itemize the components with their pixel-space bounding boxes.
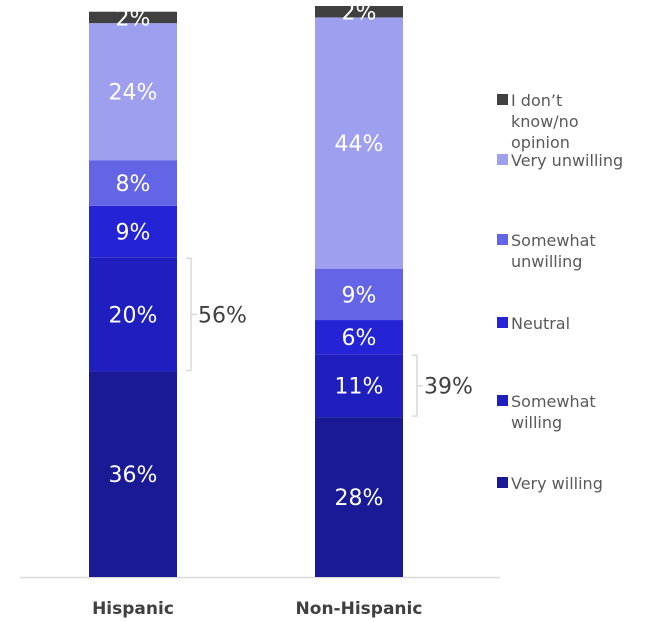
legend-item: Somewhat unwilling [497,230,657,272]
legend-label: Somewhat willing [511,392,596,432]
data-label: 11% [335,375,384,400]
bar-segment-non-hispanic-somewhat-willing [315,354,403,418]
data-label: 24% [109,81,158,106]
bar-segment-non-hispanic-somewhat-unwilling [315,268,403,321]
legend-label: I don’t know/no opinion [511,91,579,152]
legend-item: Neutral [497,313,657,334]
legend-item: Very willing [497,473,657,494]
data-label: 28% [335,486,384,511]
data-label: 8% [116,172,151,197]
bracket-total-label: 39% [424,375,473,400]
bar-segment-non-hispanic-i-don-t-know-no-opinion [315,6,403,18]
data-label: 20% [109,303,158,328]
legend-label: Very willing [511,474,603,493]
bar-segment-non-hispanic-very-willing [315,417,403,577]
bracket-total-label: 56% [198,303,247,328]
data-label: 2% [342,1,377,26]
legend-label: Somewhat unwilling [511,231,596,271]
bracket [412,354,423,417]
bracket [186,257,197,372]
bar-segment-non-hispanic-neutral [315,320,403,355]
legend-item: Very unwilling [497,150,657,171]
legend-swatch [497,234,508,245]
legend-swatch [497,395,508,406]
data-label: 2% [116,6,151,31]
legend-item: I don’t know/no opinion [497,90,657,153]
category-label: Non-Hispanic [296,599,423,619]
legend-swatch [497,154,508,165]
bar-segment-hispanic-neutral [89,205,177,258]
bar-segment-hispanic-somewhat-willing [89,257,177,372]
bar-segment-hispanic-somewhat-unwilling [89,160,177,206]
legend-swatch [497,317,508,328]
bar-segment-hispanic-very-willing [89,371,177,577]
legend-label: Neutral [511,314,571,333]
bar-segment-non-hispanic-very-unwilling [315,17,403,269]
bar-segment-hispanic-very-unwilling [89,23,177,161]
legend-label: Very unwilling [511,151,624,170]
bar-segment-hispanic-i-don-t-know-no-opinion [89,11,177,24]
legend-swatch [497,477,508,488]
data-label: 44% [335,132,384,157]
data-label: 9% [342,283,377,308]
data-label: 6% [342,326,377,351]
legend-swatch [497,94,508,105]
data-label: 9% [116,221,151,246]
category-label: Hispanic [92,599,174,619]
legend-item: Somewhat willing [497,391,657,433]
data-label: 36% [109,463,158,488]
